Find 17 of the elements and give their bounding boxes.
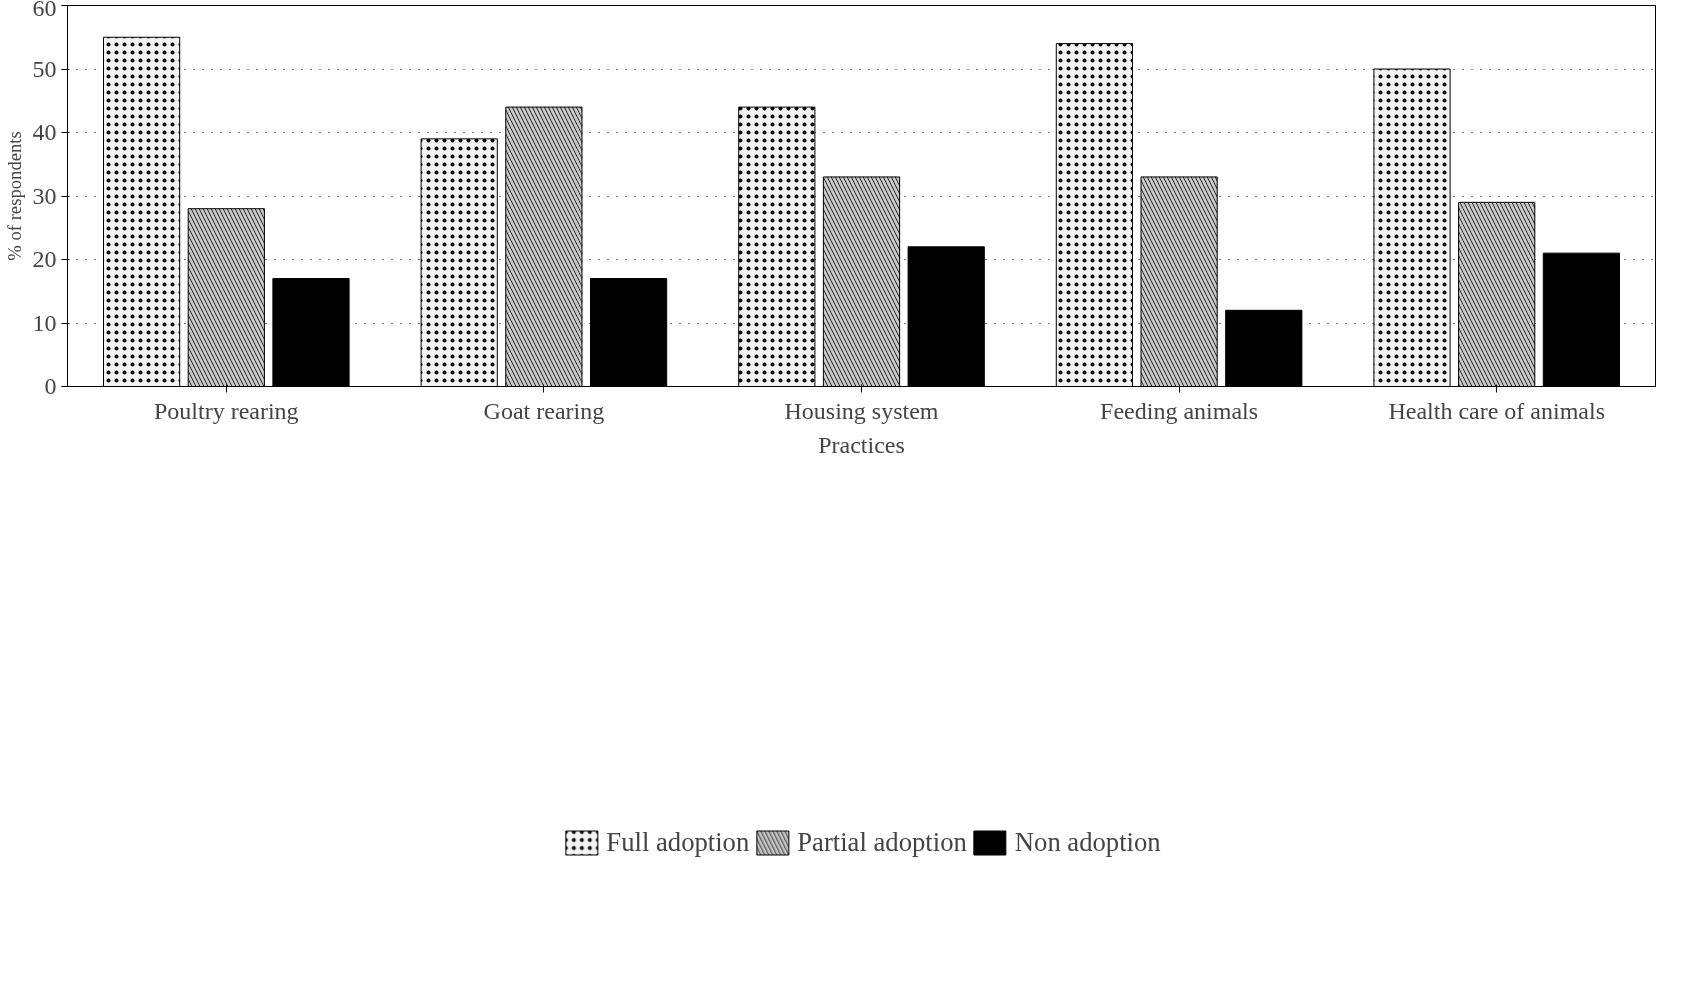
x-tick-label: Housing system — [784, 397, 939, 424]
x-tick-label: Poultry rearing — [153, 397, 299, 424]
y-tick-label: 30 — [32, 182, 57, 209]
x-tick-label: Feeding animals — [1100, 397, 1259, 424]
legend-label: Partial adoption — [797, 826, 967, 858]
legend-label: Full adoption — [606, 826, 750, 858]
y-tick-label: 50 — [32, 55, 57, 82]
x-tick-label: Health care of animals — [1388, 397, 1605, 424]
x-tick-label: Goat rearing — [483, 397, 605, 424]
y-tick-label: 0 — [44, 373, 57, 399]
legend-label: Non adoption — [1014, 826, 1161, 858]
x-axis-title: Practices — [818, 431, 905, 458]
y-tick-label: 40 — [32, 119, 57, 145]
y-axis-title: % of respondents — [3, 131, 25, 261]
y-tick-label: 20 — [32, 246, 57, 272]
y-tick-label: 10 — [32, 309, 57, 336]
y-tick-label: 60 — [32, 0, 57, 21]
